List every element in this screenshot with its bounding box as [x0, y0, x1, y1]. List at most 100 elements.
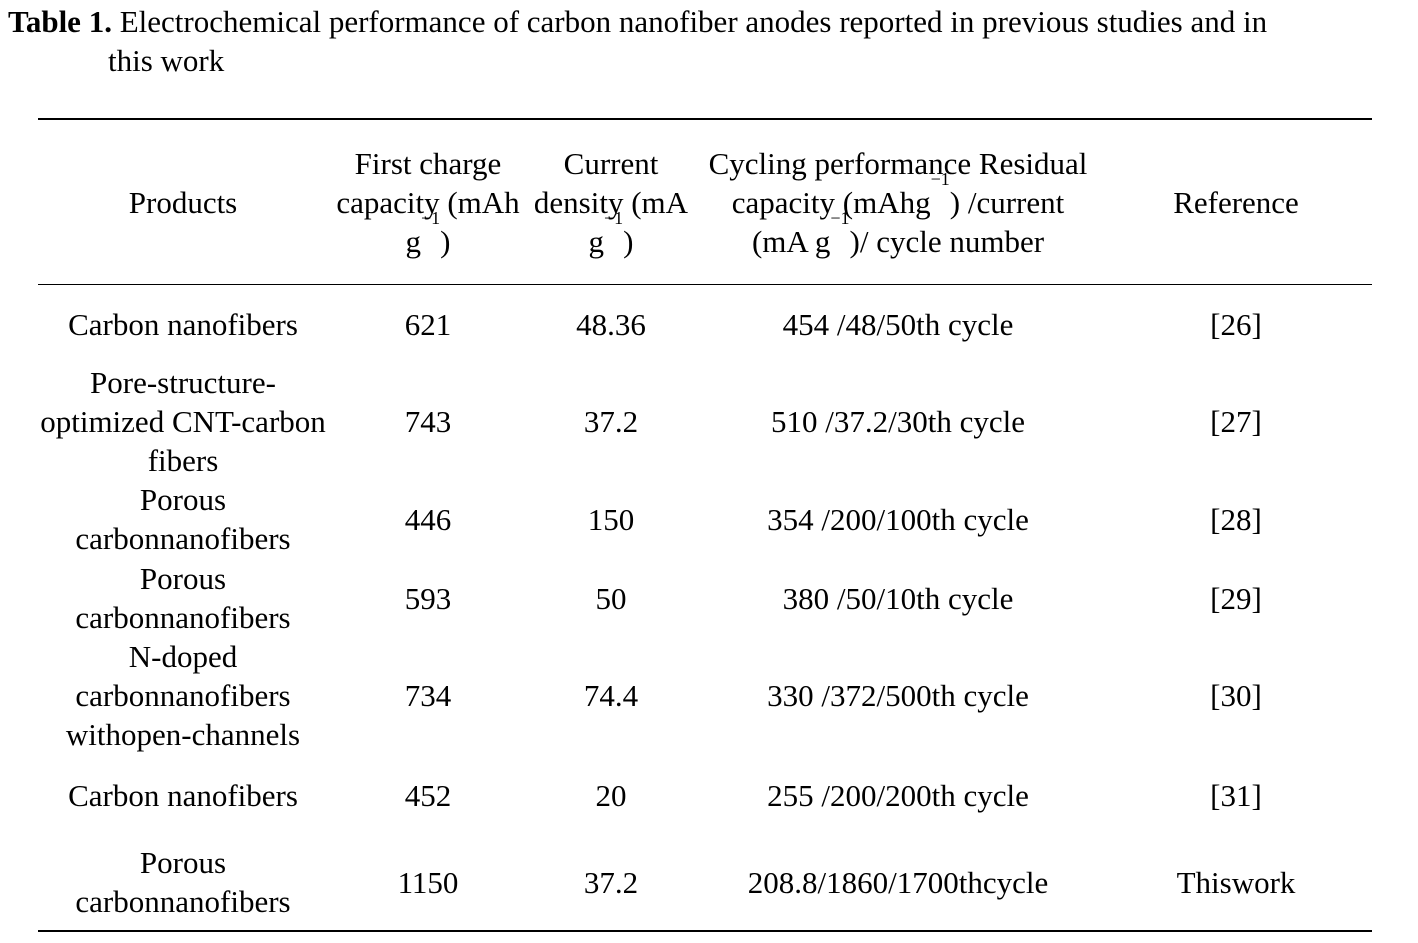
reference-cell-line: [28]	[1210, 501, 1262, 537]
product-cell-line: nanofibers with	[65, 678, 291, 752]
first-charge-capacity-cell: 734	[333, 637, 523, 754]
current-density-cell: 37.2	[528, 843, 694, 921]
reference-cell: [29]	[1100, 559, 1372, 637]
current-density-cell: 150	[528, 480, 694, 558]
product-cell: Porous carbonnanofibers	[38, 480, 328, 558]
current-density-cell: 74.4	[528, 637, 694, 754]
reference-cell-line: [26]	[1210, 306, 1262, 342]
caption-text-line1: Electrochemical performance of carbon na…	[119, 4, 1268, 39]
cycling-performance-cell: 354 /200/100th cycle	[700, 480, 1096, 558]
cycling-performance-cell-text: 255 /200/200th cycle	[767, 777, 1029, 813]
current-density-cell-text: 50	[595, 580, 627, 616]
reference-cell-line: [30]	[1210, 678, 1262, 713]
product-cell: Carbon nanofibers	[38, 775, 328, 815]
reference-cell: [26]	[1100, 304, 1372, 344]
first-charge-capacity-cell-text: 621	[404, 306, 452, 342]
product-cell-line: Pore-structure-	[90, 365, 276, 400]
reference-cell: [27]	[1100, 363, 1372, 480]
first-charge-capacity-cell-text: 743	[404, 404, 452, 439]
cycling-performance-cell-text: 354 /200/100th cycle	[767, 501, 1029, 537]
product-cell: N-doped carbonnanofibers withopen-channe…	[38, 637, 328, 754]
first-charge-capacity-cell-text: 1150	[397, 864, 459, 900]
first-charge-capacity-cell: 593	[333, 559, 523, 637]
header-cycling-performance: Cycling performance Residual capacity (m…	[700, 124, 1096, 280]
current-density-cell: 20	[528, 775, 694, 815]
product-cell: Porous carbonnanofibers	[38, 559, 328, 637]
header-cycling-line1: Cycling performance	[708, 145, 972, 181]
reference-cell-line: This	[1176, 864, 1232, 900]
header-first-charge-line2: capacity	[336, 184, 440, 220]
current-density-cell: 48.36	[528, 304, 694, 344]
header-first-charge-line1: First charge	[354, 145, 502, 181]
table-bottom-rule	[38, 930, 1372, 932]
first-charge-capacity-cell: 452	[333, 775, 523, 815]
cycling-performance-cell-text: 510 /37.2/30th cycle	[771, 404, 1025, 439]
header-cycling-line2: Residual capacity (mAhg−1)	[731, 145, 1088, 220]
cycling-performance-cell: 208.8/1860/1700thcycle	[700, 843, 1096, 921]
current-density-cell: 37.2	[528, 363, 694, 480]
reference-cell: [31]	[1100, 775, 1372, 815]
product-cell-line: Carbon nanofibers	[68, 777, 298, 813]
product-cell-line: Porous carbon	[75, 482, 227, 556]
first-charge-capacity-cell: 1150	[333, 843, 523, 921]
cycling-performance-cell: 454 /48/50th cycle	[700, 304, 1096, 344]
reference-cell-line: [27]	[1210, 404, 1262, 439]
header-current-density-line2: density	[533, 184, 624, 220]
product-cell: Pore-structure-optimized CNT-carbon fibe…	[38, 363, 328, 480]
cycling-performance-cell: 380 /50/10th cycle	[700, 559, 1096, 637]
current-density-cell-text: 37.2	[583, 404, 639, 439]
first-charge-capacity-cell: 743	[333, 363, 523, 480]
first-charge-capacity-cell: 621	[333, 304, 523, 344]
header-cycling-line3: /current (mA g−1)/	[751, 184, 1065, 259]
cycling-performance-cell-text: 454 /48/50th cycle	[782, 306, 1014, 342]
current-density-cell-text: 20	[595, 777, 627, 813]
reference-cell-line: work	[1231, 864, 1296, 900]
cycling-performance-cell-text: 208.8/1860/1700thcycle	[747, 864, 1049, 900]
reference-cell: Thiswork	[1100, 843, 1372, 921]
reference-cell: [30]	[1100, 637, 1372, 754]
cycling-performance-cell-text: 330 /372/500th cycle	[767, 678, 1029, 713]
product-cell-line: open-channels	[121, 717, 301, 752]
product-cell-line: Carbon nanofibers	[68, 306, 298, 342]
header-current-density-line1: Current	[563, 145, 659, 181]
header-products: Products	[38, 124, 328, 280]
cycling-performance-cell: 330 /372/500th cycle	[700, 637, 1096, 754]
cycling-performance-cell: 255 /200/200th cycle	[700, 775, 1096, 815]
product-cell-line: nanofibers	[159, 884, 291, 919]
header-current-density: Current density (mA g−1)	[528, 124, 694, 280]
product-cell-line: N-doped carbon	[75, 639, 238, 713]
product-cell-line: carbon fibers	[147, 404, 326, 478]
reference-cell-line: [31]	[1210, 777, 1262, 813]
table-caption: Table 1. Electrochemical performance of …	[8, 2, 1408, 80]
first-charge-capacity-cell-text: 734	[404, 678, 452, 713]
first-charge-capacity-cell-text: 452	[404, 777, 452, 813]
reference-cell-line: [29]	[1210, 580, 1262, 616]
current-density-cell-text: 48.36	[576, 306, 646, 342]
table-header-rule	[38, 284, 1372, 285]
current-density-cell-text: 74.4	[583, 678, 639, 713]
product-cell-line: nanofibers	[159, 600, 291, 635]
first-charge-capacity-cell-text: 593	[404, 580, 452, 616]
product-cell-line: Porous carbon	[75, 845, 227, 919]
header-current-density-line3: (mA g−1)	[588, 184, 689, 259]
product-cell-line: optimized CNT-	[40, 404, 242, 439]
header-reference-text: Reference	[1173, 184, 1299, 220]
header-first-charge-line3: (mAh g−1)	[405, 184, 520, 259]
header-first-charge-capacity: First charge capacity (mAh g−1)	[333, 124, 523, 280]
product-cell-line: Porous carbon	[75, 561, 227, 635]
caption-label: Table 1.	[8, 4, 112, 39]
header-products-text: Products	[128, 184, 238, 220]
reference-cell: [28]	[1100, 480, 1372, 558]
product-cell: Porous carbonnanofibers	[38, 843, 328, 921]
product-cell-line: nanofibers	[159, 521, 291, 556]
cycling-performance-cell-text: 380 /50/10th cycle	[782, 580, 1014, 616]
first-charge-capacity-cell: 446	[333, 480, 523, 558]
current-density-cell-text: 150	[587, 501, 635, 537]
cycling-performance-cell: 510 /37.2/30th cycle	[700, 363, 1096, 480]
table-top-rule	[38, 118, 1372, 120]
header-reference: Reference	[1100, 124, 1372, 280]
product-cell: Carbon nanofibers	[38, 304, 328, 344]
header-cycling-line4: cycle number	[876, 223, 1045, 259]
first-charge-capacity-cell-text: 446	[404, 501, 452, 537]
current-density-cell: 50	[528, 559, 694, 637]
